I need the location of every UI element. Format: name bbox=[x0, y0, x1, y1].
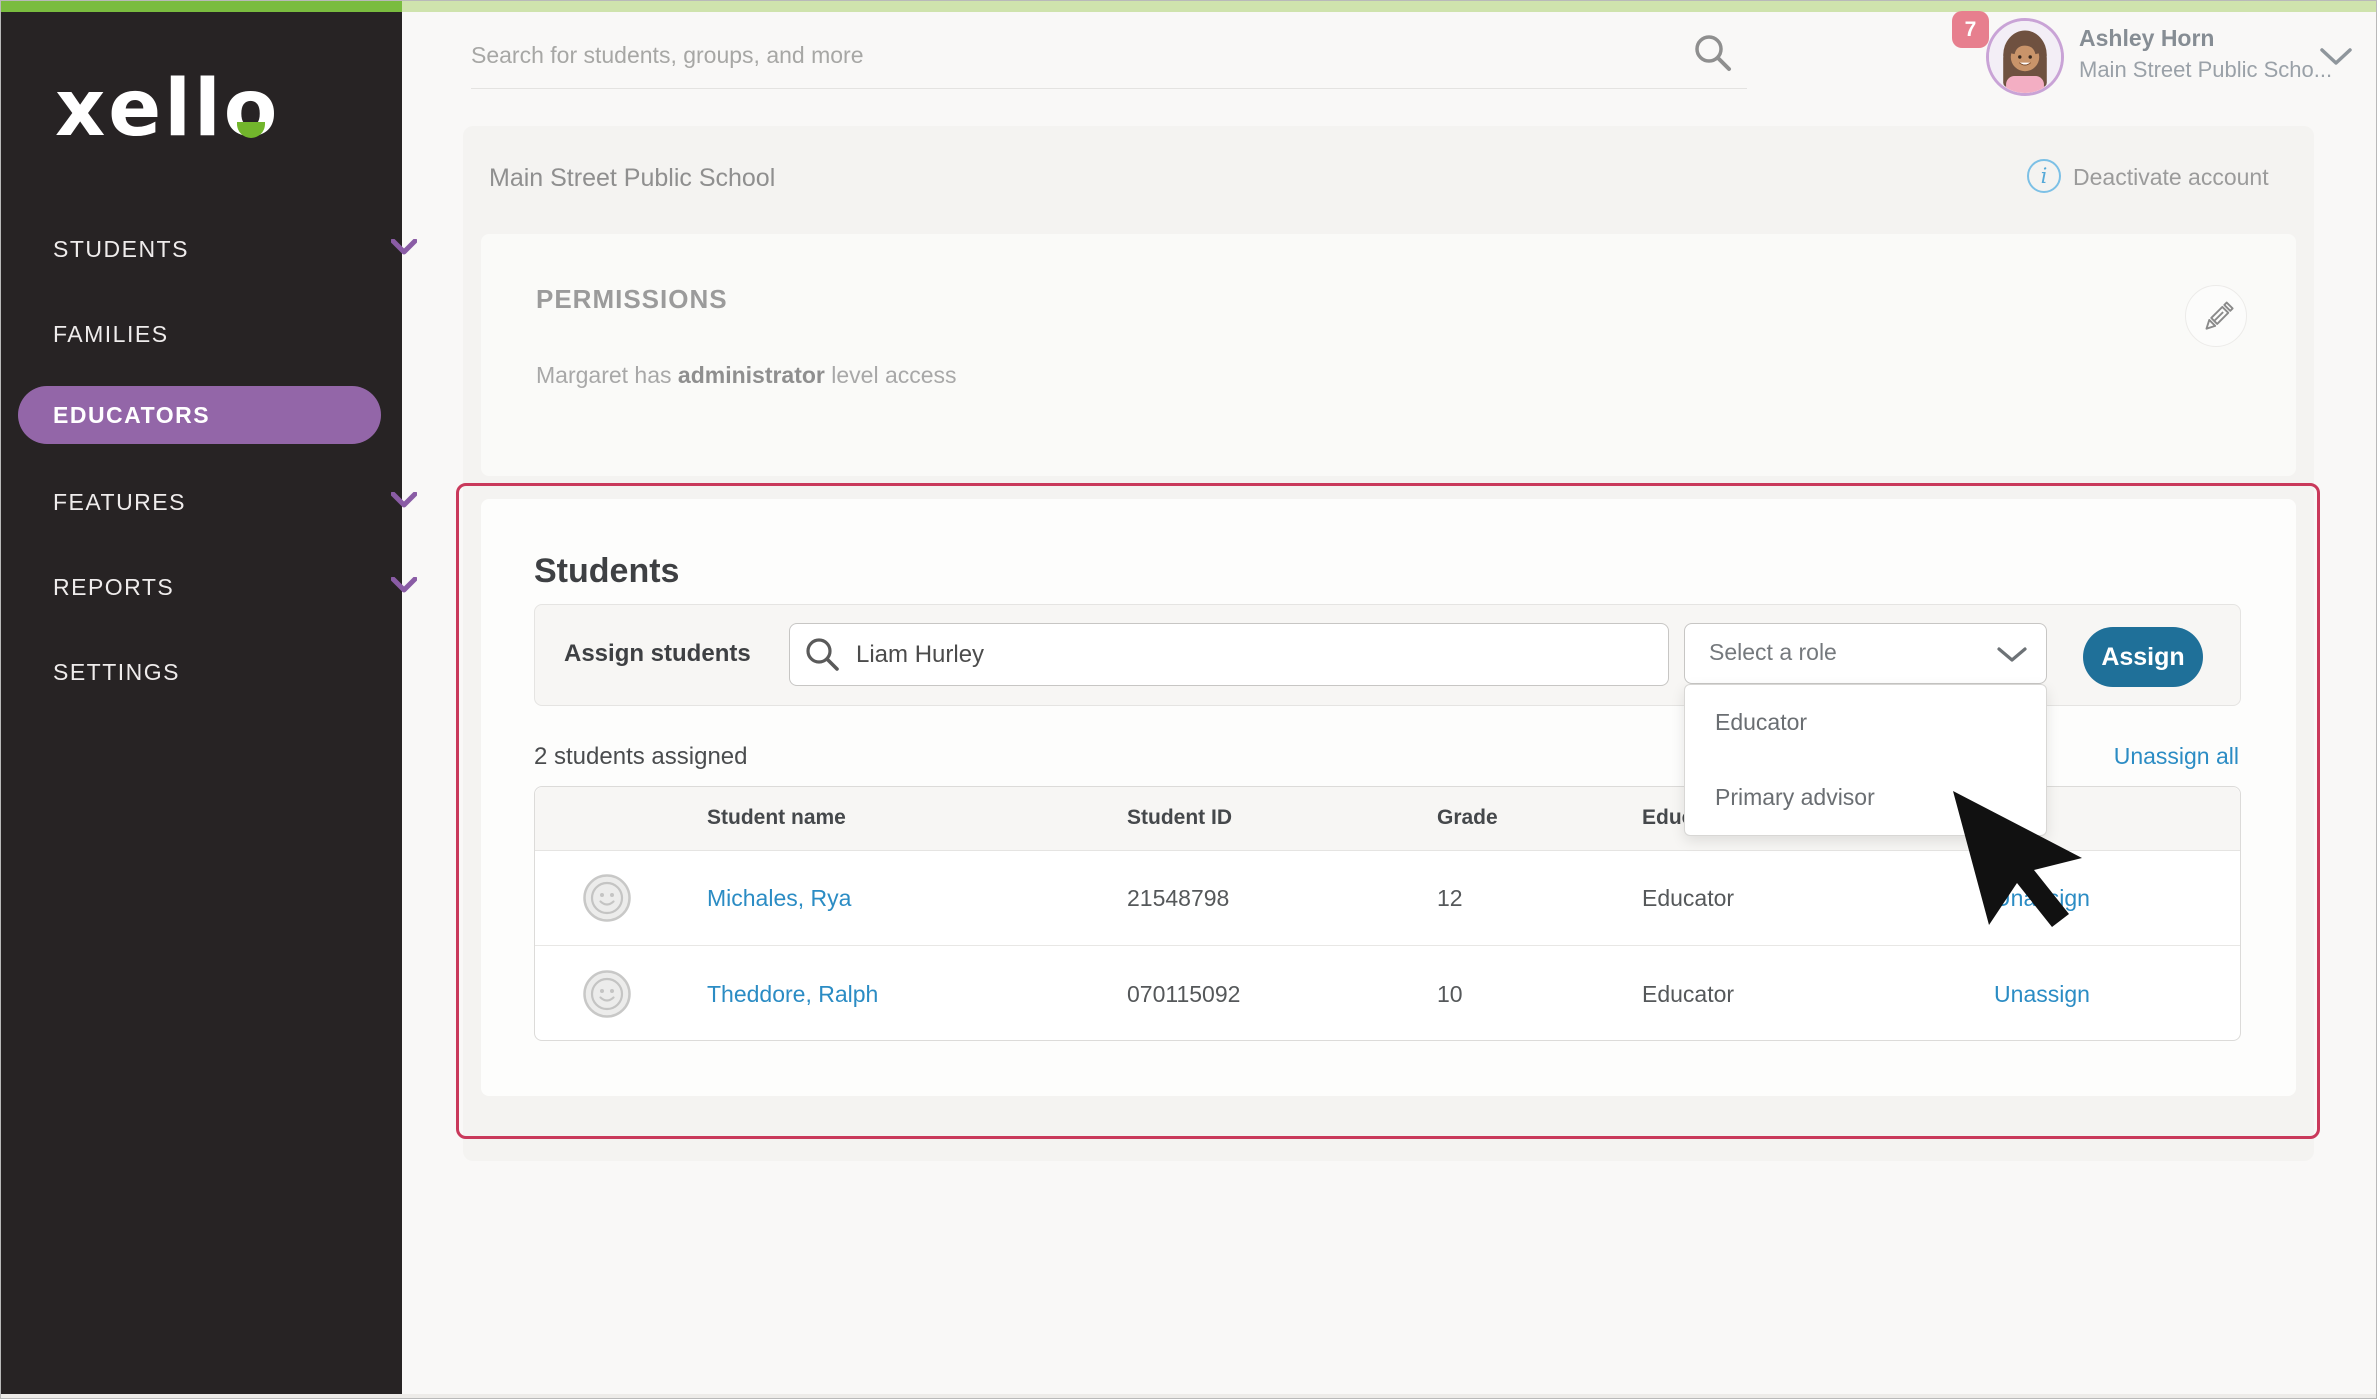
col-header-student-id: Student ID bbox=[1127, 806, 1232, 829]
search-icon bbox=[805, 637, 841, 673]
role-select-value: Select a role bbox=[1709, 639, 1837, 665]
sidebar-item-students[interactable]: STUDENTS bbox=[53, 233, 417, 265]
chevron-down-icon bbox=[1996, 646, 2028, 664]
assigned-count: 2 students assigned bbox=[534, 743, 748, 770]
permissions-title: PERMISSIONS bbox=[536, 284, 728, 314]
logo-o-glyph: o bbox=[223, 64, 281, 154]
permissions-card: PERMISSIONS Margaret has administrator l… bbox=[481, 234, 2296, 476]
role-cell: Educator bbox=[1642, 885, 1735, 911]
global-search-input[interactable] bbox=[471, 23, 1747, 89]
edit-permissions-button[interactable] bbox=[2185, 285, 2247, 347]
search-icon[interactable] bbox=[1693, 33, 1733, 73]
student-id-cell: 21548798 bbox=[1127, 885, 1230, 911]
assign-students-label: Assign students bbox=[564, 640, 751, 667]
student-search-input[interactable] bbox=[789, 623, 1669, 686]
notification-badge: 7 bbox=[1952, 11, 1989, 48]
chevron-down-icon bbox=[391, 577, 417, 593]
user-menu-chevron-icon[interactable] bbox=[2319, 47, 2353, 67]
top-accent-bar bbox=[1, 1, 2376, 12]
user-organization: Main Street Public Scho... bbox=[2079, 57, 2333, 82]
student-id-cell: 070115092 bbox=[1127, 981, 1241, 1007]
sidebar-item-features[interactable]: FEATURES bbox=[53, 486, 417, 518]
sidebar-item-label: SETTINGS bbox=[53, 659, 181, 685]
assign-button[interactable]: Assign bbox=[2083, 627, 2203, 687]
chevron-down-icon bbox=[391, 239, 417, 255]
student-name-link[interactable]: Michales, Rya bbox=[707, 885, 852, 911]
unassign-all-link[interactable]: Unassign all bbox=[2113, 743, 2239, 769]
info-icon[interactable]: i bbox=[2027, 159, 2061, 193]
sidebar-item-educators-active[interactable]: EDUCATORS bbox=[18, 386, 381, 444]
sidebar-item-label: STUDENTS bbox=[53, 236, 189, 262]
permissions-text-prefix: Margaret has bbox=[536, 362, 678, 388]
permissions-text: Margaret has administrator level access bbox=[536, 362, 957, 389]
top-accent-bar-sidebar bbox=[1, 1, 402, 12]
avatar[interactable] bbox=[1986, 18, 2064, 96]
student-avatar-smiley-icon bbox=[583, 970, 631, 1018]
user-name: Ashley Horn bbox=[2079, 25, 2215, 51]
unassign-link[interactable]: Unassign bbox=[1994, 885, 2090, 911]
school-name: Main Street Public School bbox=[489, 164, 776, 192]
grade-cell: 12 bbox=[1437, 885, 1463, 911]
pencil-icon bbox=[2197, 297, 2235, 335]
student-name-link[interactable]: Theddore, Ralph bbox=[707, 981, 879, 1007]
chevron-down-icon bbox=[391, 492, 417, 508]
sidebar-item-label: EDUCATORS bbox=[53, 402, 211, 428]
table-row: Theddore, Ralph 070115092 10 Educator Un… bbox=[535, 947, 2240, 1042]
sidebar-item-families[interactable]: FAMILIES bbox=[53, 318, 169, 350]
table-row: Michales, Rya 21548798 12 Educator Unass… bbox=[535, 851, 2240, 946]
sidebar-item-settings[interactable]: SETTINGS bbox=[53, 656, 180, 688]
role-option-primary-advisor[interactable]: Primary advisor bbox=[1715, 784, 1875, 810]
window-bottom-edge bbox=[1, 1394, 2376, 1398]
sidebar-item-reports[interactable]: REPORTS bbox=[53, 571, 417, 603]
role-cell: Educator bbox=[1642, 981, 1735, 1007]
sidebar-item-label: FEATURES bbox=[53, 489, 186, 515]
role-option-educator[interactable]: Educator bbox=[1715, 709, 1808, 735]
permissions-text-suffix: level access bbox=[824, 362, 957, 388]
unassign-link[interactable]: Unassign bbox=[1994, 981, 2090, 1007]
col-header-student-name: Student name bbox=[707, 806, 846, 829]
students-section-title: Students bbox=[534, 552, 680, 590]
xello-logo[interactable]: xello bbox=[55, 64, 280, 154]
student-avatar-smiley-icon bbox=[583, 874, 631, 922]
grade-cell: 10 bbox=[1437, 981, 1463, 1007]
permissions-text-bold: administrator bbox=[677, 362, 825, 388]
sidebar: xello STUDENTS FAMILIES EDUCATORS FEATUR… bbox=[1, 12, 417, 1396]
deactivate-account-button[interactable]: Deactivate account bbox=[2073, 164, 2269, 190]
col-header-grade: Grade bbox=[1437, 806, 1498, 829]
sidebar-item-label: FAMILIES bbox=[53, 321, 169, 347]
role-dropdown-menu: Educator Primary advisor bbox=[1684, 684, 2047, 836]
logo-text: xell bbox=[55, 64, 224, 154]
sidebar-item-label: REPORTS bbox=[53, 574, 175, 600]
role-select-dropdown[interactable]: Select a role bbox=[1684, 623, 2047, 684]
